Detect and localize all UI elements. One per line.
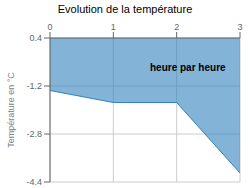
html-text:Evolution de la température: Evolution de la température xyxy=(57,3,193,15)
svg-text:3: 3 xyxy=(237,22,242,32)
svg-text:0.4: 0.4 xyxy=(29,33,42,43)
html-text:heure par heure: heure par heure xyxy=(150,62,226,73)
svg-text:2: 2 xyxy=(174,22,179,32)
svg-text:-2.8: -2.8 xyxy=(26,129,42,139)
svg-text:1: 1 xyxy=(111,22,116,32)
svg-text:-1.2: -1.2 xyxy=(26,81,42,91)
svg-text:Température en °C: Température en °C xyxy=(8,72,16,148)
svg-text:-4.4: -4.4 xyxy=(26,177,42,187)
svg-text:0: 0 xyxy=(47,22,52,32)
